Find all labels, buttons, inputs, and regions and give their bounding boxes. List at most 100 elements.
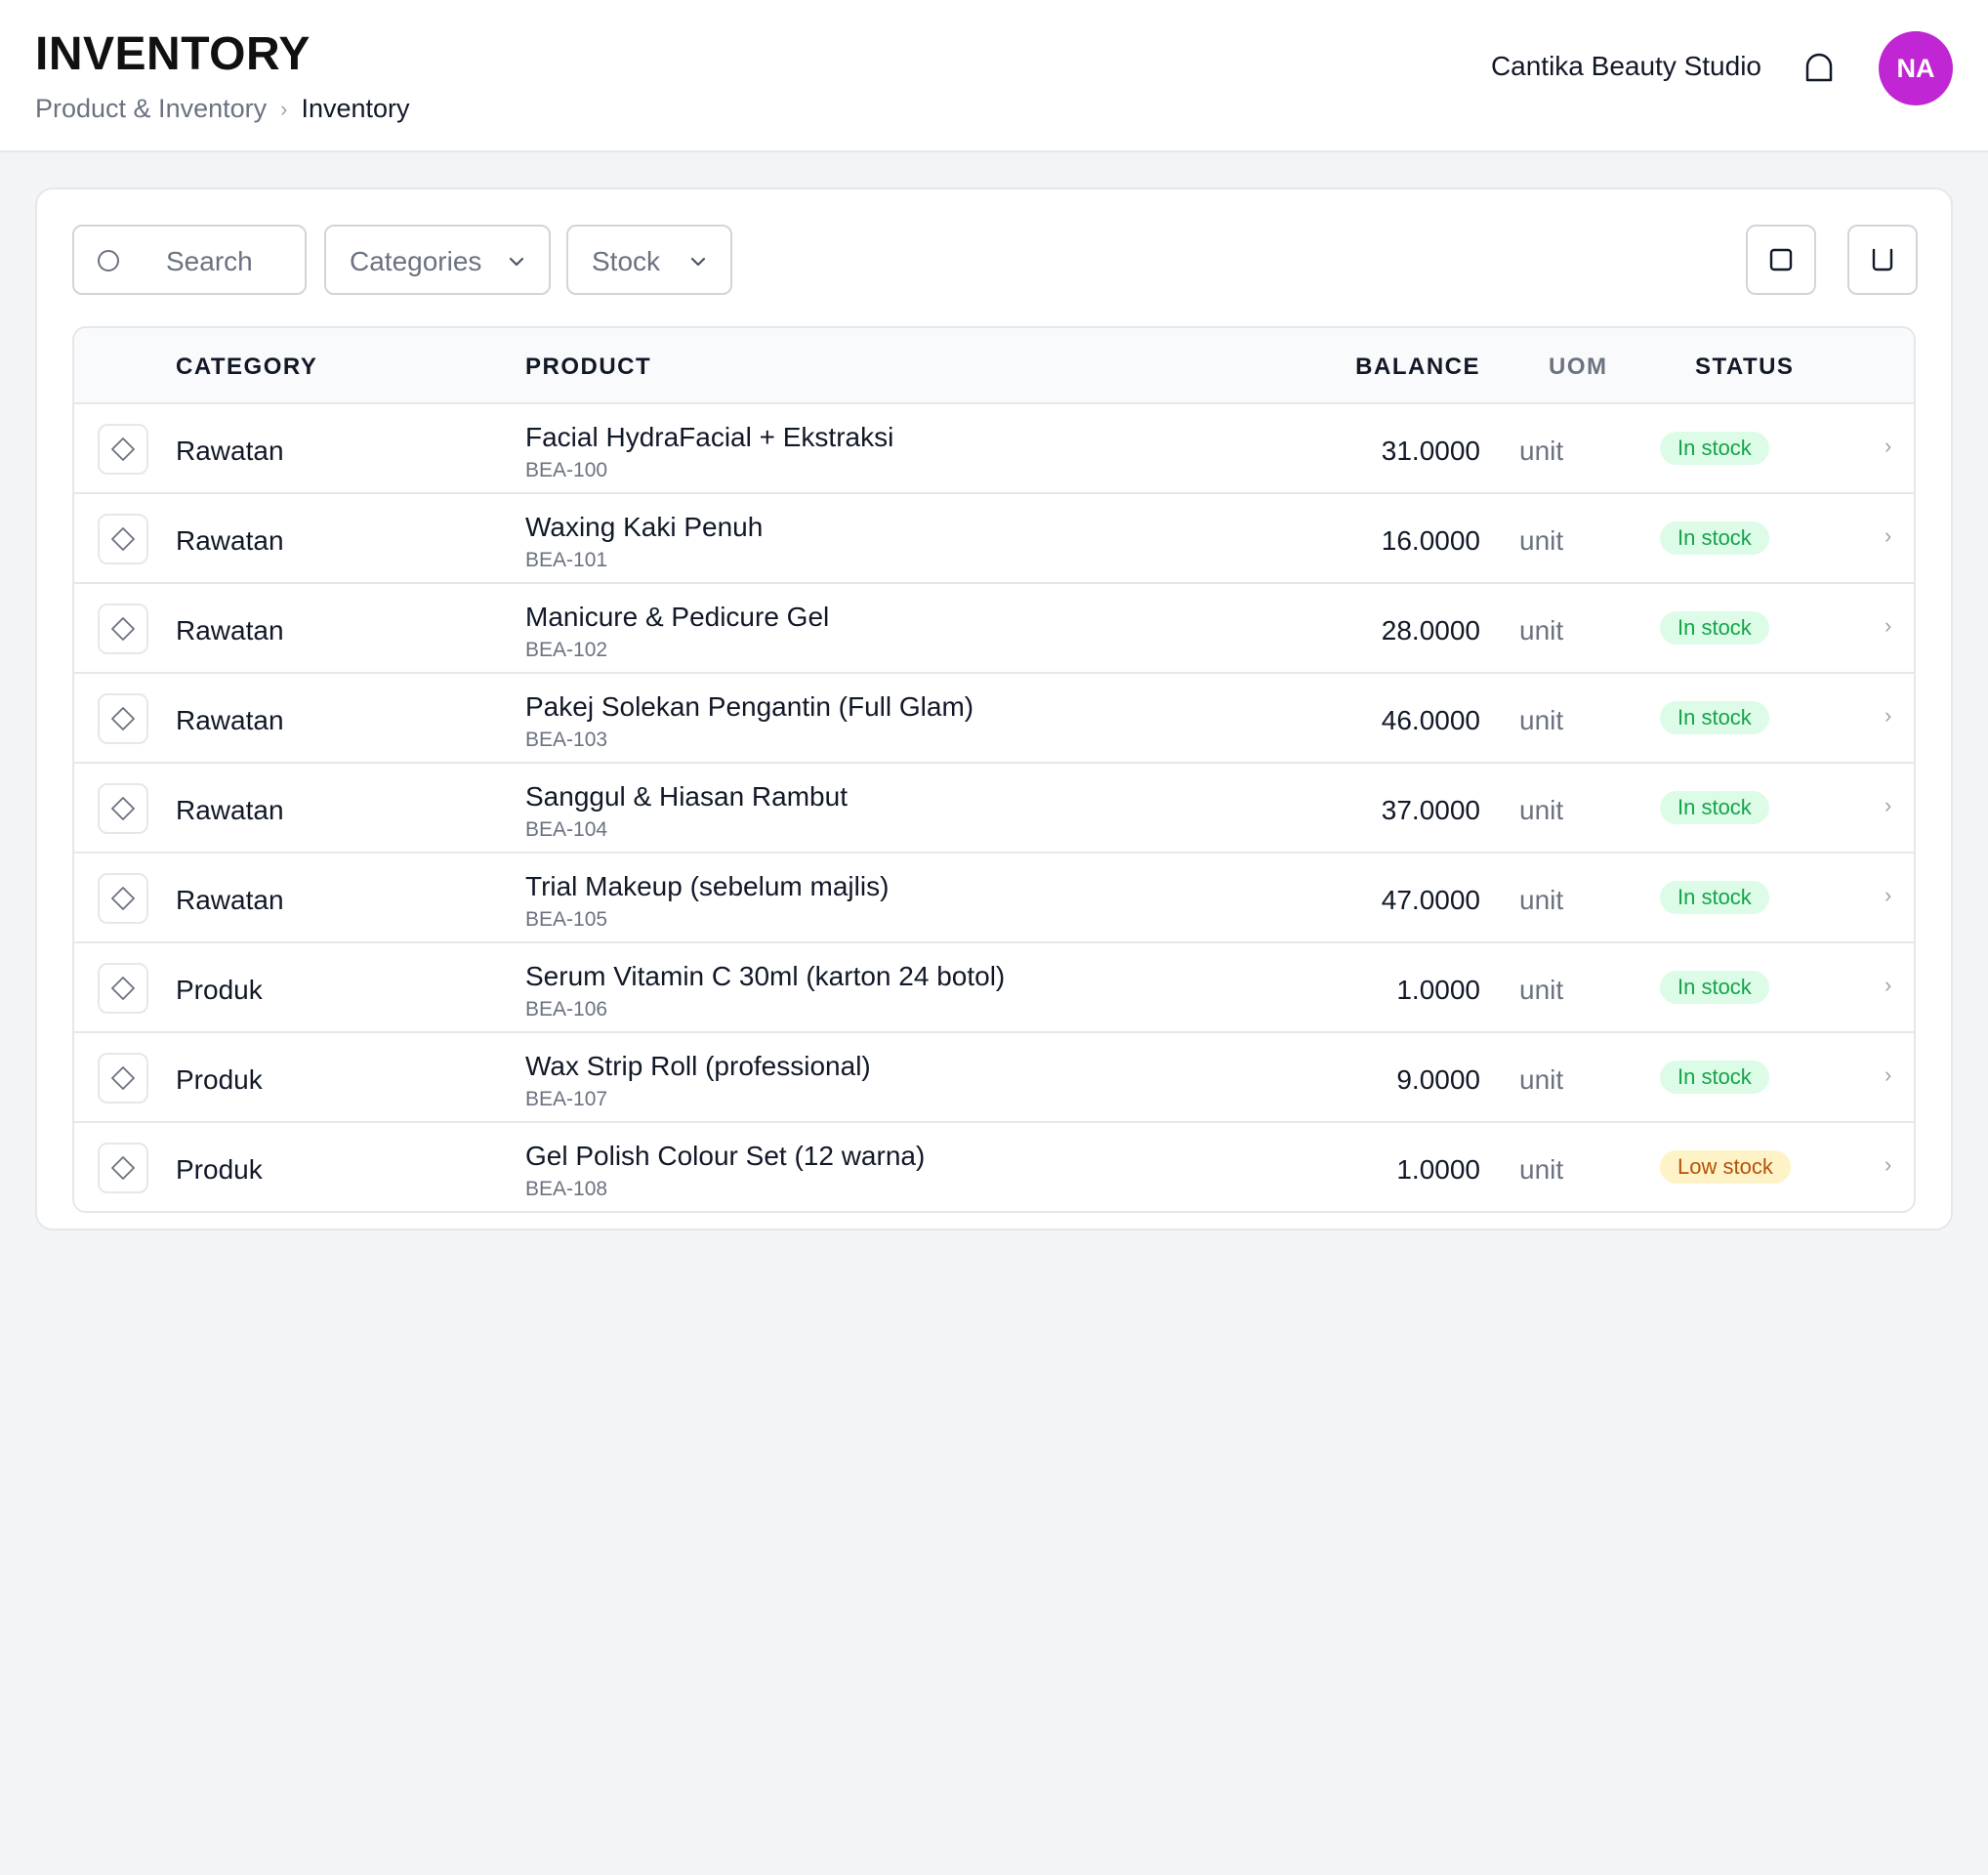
product-tag-icon [98,424,148,475]
status-badge: In stock [1660,521,1769,555]
row-uom: unit [1519,885,1564,915]
row-product-sku: BEA-108 [525,1178,608,1200]
row-product-name: Wax Strip Roll (professional) [525,1051,871,1081]
export-icon [1872,248,1893,271]
row-product-sku: BEA-100 [525,459,608,481]
row-product-name: Facial HydraFacial + Ekstraksi [525,422,894,452]
product-tag-icon [98,693,148,744]
categories-dropdown-label: Categories [350,246,482,276]
column-header-uom[interactable]: UOM [1549,354,1608,380]
row-product-sku: BEA-103 [525,729,608,751]
stock-dropdown-label: Stock [592,246,661,276]
categories-dropdown[interactable]: Categories [324,225,551,295]
column-header-balance[interactable]: BALANCE [1355,354,1480,380]
product-tag-icon [98,1053,148,1104]
table-row[interactable]: Produk Serum Vitamin C 30ml (karton 24 bo… [74,943,1914,1033]
row-uom: unit [1519,705,1564,735]
product-tag-icon [98,873,148,924]
row-balance: 9.0000 [1396,1064,1480,1095]
search-placeholder: Search [166,246,253,276]
chevron-right-icon[interactable]: › [1884,434,1892,458]
row-category: Rawatan [176,436,284,466]
inventory-table: CATEGORY PRODUCT BALANCE UOM STATUS Rawa… [72,326,1916,1213]
row-balance: 1.0000 [1396,975,1480,1005]
row-category: Rawatan [176,525,284,556]
user-avatar[interactable]: NA [1879,31,1953,105]
export-button[interactable] [1847,225,1918,295]
product-tag-icon [98,604,148,654]
stock-dropdown[interactable]: Stock [566,225,732,295]
product-tag-icon [98,1143,148,1193]
status-badge: In stock [1660,611,1769,645]
chevron-right-icon[interactable]: › [1884,613,1892,638]
row-balance: 46.0000 [1381,705,1480,735]
chevron-down-icon [687,248,709,279]
status-badge: In stock [1660,791,1769,824]
chevron-right-icon[interactable]: › [1884,973,1892,997]
table-row[interactable]: Rawatan Waxing Kaki Penuh BEA-101 16.0000 un… [74,494,1914,584]
organization-name[interactable]: Cantika Beauty Studio [1490,51,1761,81]
row-product-name: Trial Makeup (sebelum majlis) [525,871,890,901]
app-header: INVENTORY Product & Inventory › Inventor… [0,0,1988,152]
row-product-sku: BEA-105 [525,908,608,931]
row-category: Produk [176,1154,263,1185]
column-header-status[interactable]: STATUS [1695,354,1795,380]
row-balance: 28.0000 [1381,615,1480,646]
row-category: Produk [176,1064,263,1095]
table-row[interactable]: Rawatan Trial Makeup (sebelum majlis) BEA-… [74,854,1914,943]
row-balance: 1.0000 [1396,1154,1480,1185]
breadcrumb-parent-link[interactable]: Product & Inventory [35,94,268,123]
status-badge: In stock [1660,971,1769,1004]
row-product-sku: BEA-106 [525,998,608,1021]
row-product-name: Manicure & Pedicure Gel [525,602,830,632]
row-product-name: Sanggul & Hiasan Rambut [525,781,848,812]
status-badge: Low stock [1660,1150,1791,1184]
row-uom: unit [1519,975,1564,1005]
row-uom: unit [1519,436,1564,466]
table-row[interactable]: Produk Wax Strip Roll (professional) BEA-1… [74,1033,1914,1123]
row-product-name: Pakej Solekan Pengantin (Full Glam) [525,691,974,722]
row-category: Rawatan [176,795,284,825]
row-product-name: Serum Vitamin C 30ml (karton 24 botol) [525,961,1006,991]
row-uom: unit [1519,795,1564,825]
status-badge: In stock [1660,432,1769,465]
inventory-card: Search Categories Stock CATEGORY PRODUCT… [35,188,1953,1230]
column-header-category[interactable]: CATEGORY [176,354,318,380]
breadcrumb-current: Inventory [301,94,410,123]
column-header-product[interactable]: PRODUCT [525,354,652,380]
chevron-right-icon[interactable]: › [1884,883,1892,907]
view-toggle-button[interactable] [1746,225,1816,295]
table-row[interactable]: Rawatan Manicure & Pedicure Gel BEA-102 28.… [74,584,1914,674]
row-category: Rawatan [176,615,284,646]
page-title: INVENTORY [35,28,311,80]
chevron-right-icon[interactable]: › [1884,1062,1892,1087]
row-category: Rawatan [176,705,284,735]
row-balance: 16.0000 [1381,525,1480,556]
row-balance: 47.0000 [1381,885,1480,915]
product-tag-icon [98,963,148,1014]
row-uom: unit [1519,615,1564,646]
table-row[interactable]: Rawatan Pakej Solekan Pengantin (Full Gla… [74,674,1914,764]
chevron-right-icon[interactable]: › [1884,793,1892,817]
square-icon [1769,248,1793,271]
product-tag-icon [98,783,148,834]
chevron-right-icon[interactable]: › [1884,703,1892,728]
chevron-down-icon [506,248,527,279]
table-row[interactable]: Rawatan Sanggul & Hiasan Rambut BEA-104 37.… [74,764,1914,854]
row-product-sku: BEA-104 [525,818,608,841]
chevron-right-icon[interactable]: › [1884,1152,1892,1177]
chevron-right-icon[interactable]: › [1884,523,1892,548]
row-uom: unit [1519,1154,1564,1185]
search-input[interactable]: Search [72,225,307,295]
row-balance: 31.0000 [1381,436,1480,466]
row-balance: 37.0000 [1381,795,1480,825]
table-row[interactable]: Produk Gel Polish Colour Set (12 warna) BE… [74,1123,1914,1211]
table-row[interactable]: Rawatan Facial HydraFacial + Ekstraksi BEA… [74,404,1914,494]
status-badge: In stock [1660,701,1769,734]
notification-bell-icon[interactable] [1802,51,1836,84]
status-badge: In stock [1660,1061,1769,1094]
row-category: Produk [176,975,263,1005]
row-product-name: Waxing Kaki Penuh [525,512,764,542]
row-category: Rawatan [176,885,284,915]
breadcrumb: Product & Inventory › Inventory [35,94,410,124]
